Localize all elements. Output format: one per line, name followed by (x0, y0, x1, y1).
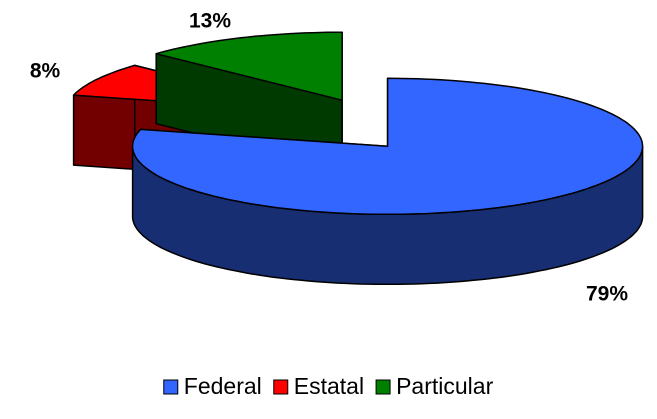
slice (131, 77, 644, 286)
pie (72, 31, 644, 286)
legend-label: Federal (184, 373, 262, 399)
slice-top (131, 77, 644, 216)
legend-swatch (273, 379, 289, 395)
legend-item: Federal (163, 373, 262, 399)
data-labels: 79% 8% 13% (30, 10, 629, 306)
data-label: 79% (586, 283, 628, 306)
legend-label: Particular (396, 373, 493, 399)
legend: Federal Estatal Particular (163, 373, 494, 399)
data-label: 8% (30, 60, 61, 83)
data-label: 13% (189, 10, 231, 33)
legend-item: Estatal (273, 373, 364, 399)
legend-item: Particular (375, 373, 494, 399)
legend-swatch (163, 379, 179, 395)
slice-top (155, 31, 343, 101)
legend-label: Estatal (294, 373, 364, 399)
legend-swatch (375, 379, 391, 395)
